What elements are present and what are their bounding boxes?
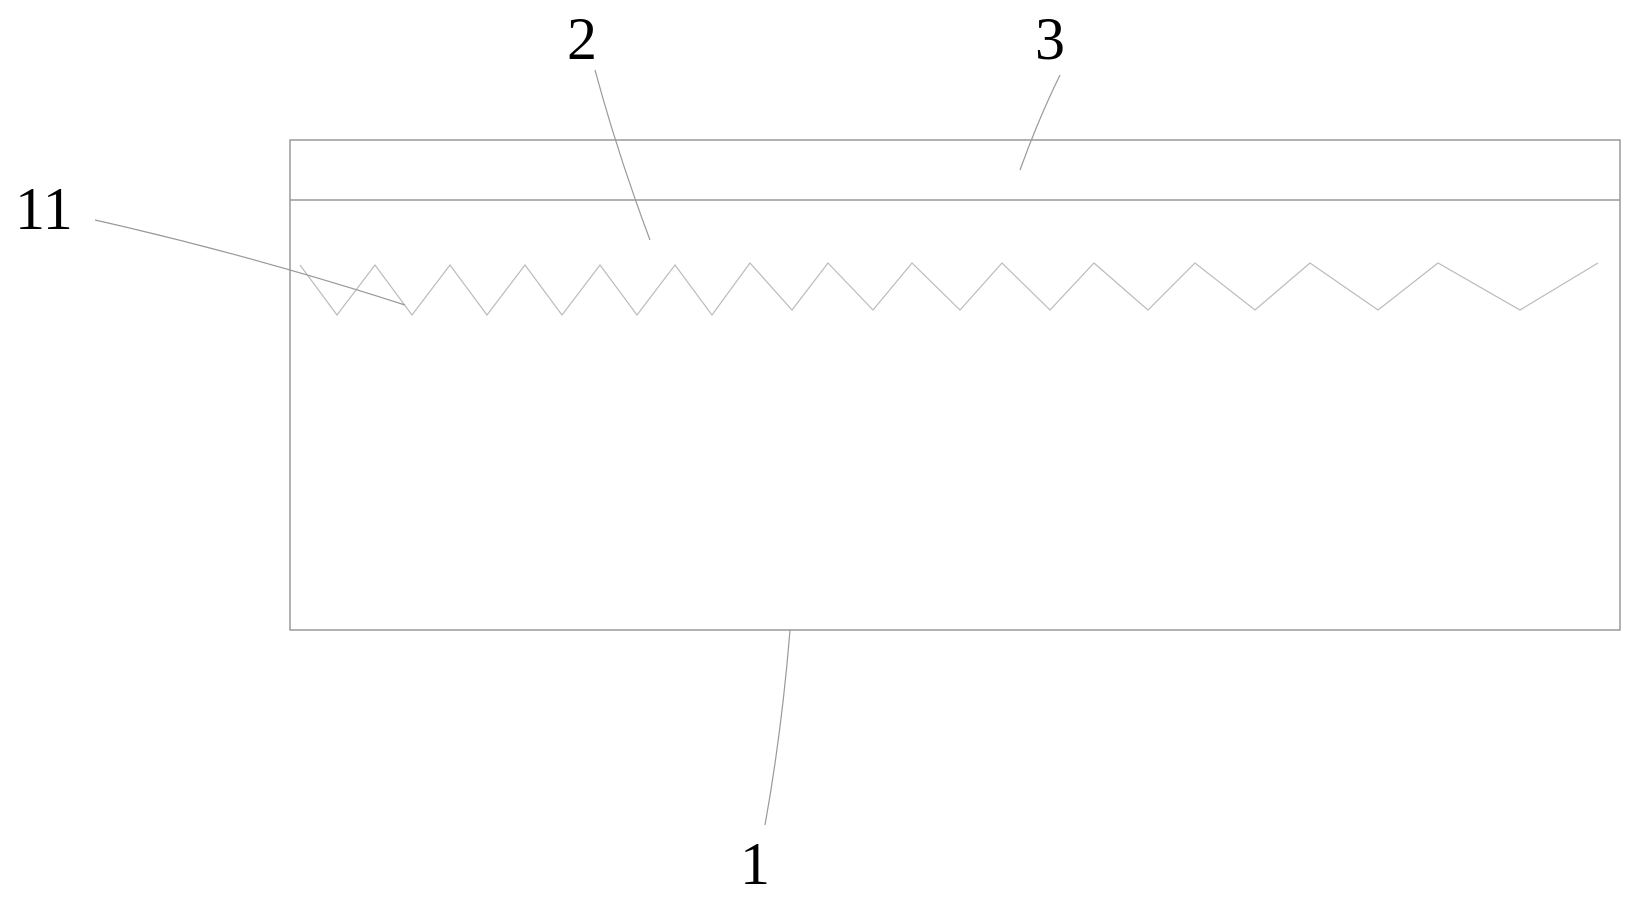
leader-11 bbox=[95, 220, 405, 305]
label-1: 1 bbox=[740, 830, 770, 899]
leader-3 bbox=[1020, 75, 1060, 170]
label-3: 3 bbox=[1035, 5, 1065, 74]
cross-section-svg bbox=[0, 0, 1634, 914]
label-2: 2 bbox=[567, 5, 597, 74]
leader-2 bbox=[595, 70, 650, 240]
leader-1 bbox=[765, 630, 790, 825]
label-11: 11 bbox=[15, 175, 73, 244]
sawtooth-pattern bbox=[300, 263, 1598, 315]
outer-rect bbox=[290, 140, 1620, 630]
diagram-container: 2 3 11 1 bbox=[0, 0, 1634, 914]
